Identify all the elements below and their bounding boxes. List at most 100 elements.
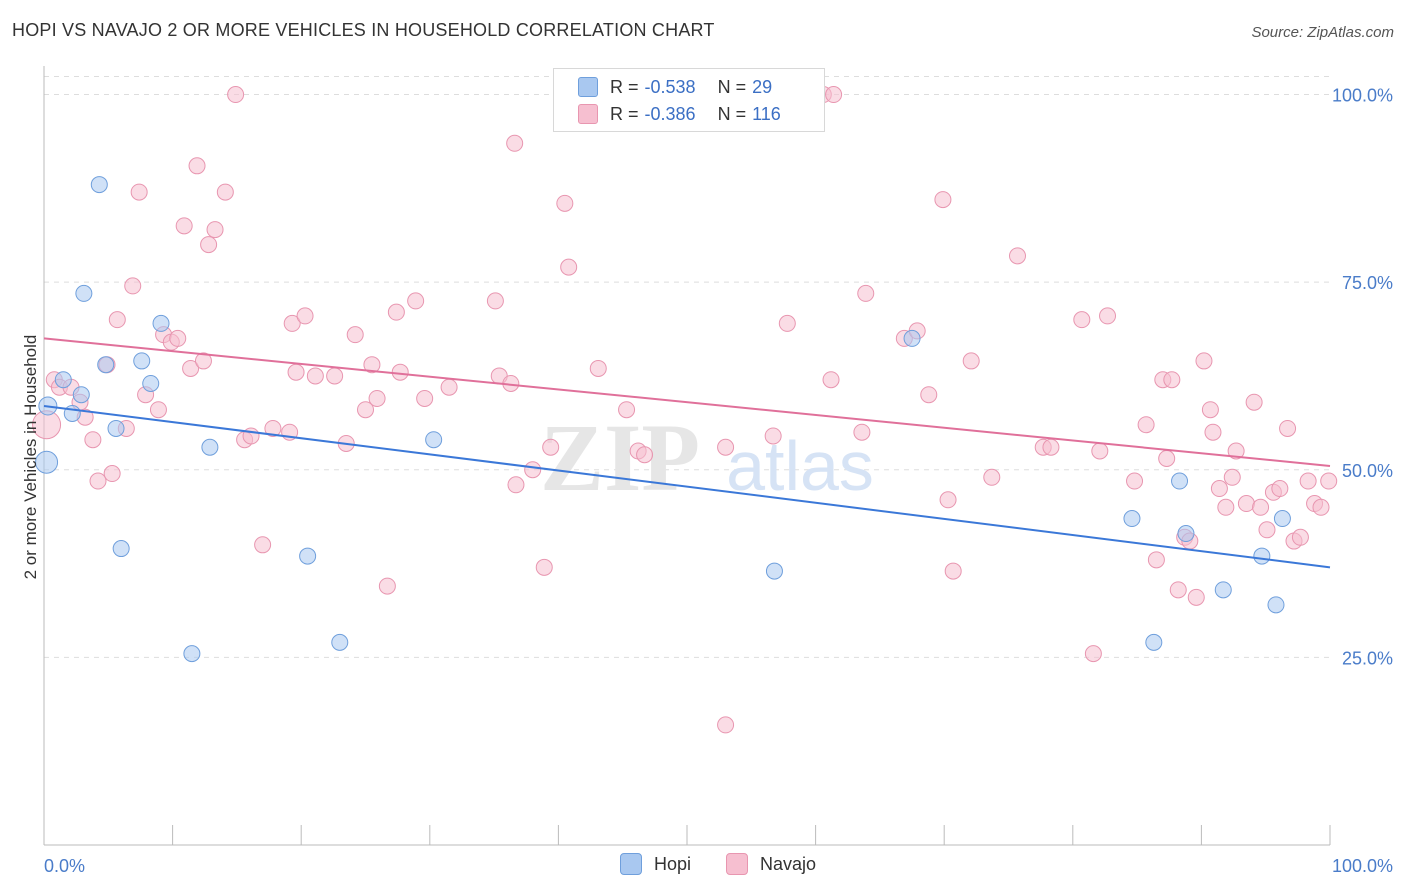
navajo-point-57 [560,258,578,276]
navajo-point-72 [920,386,938,404]
hopi-point-21 [1145,633,1163,651]
hopi-point-16 [331,633,349,651]
watermark: ZIP atlas [540,404,874,511]
navajo-point-82 [1084,645,1102,663]
navajo-point-75 [944,562,962,580]
navajo-point-90 [1163,371,1181,389]
trend-lines [43,337,1331,569]
x-tick-label-max: 100.0% [1332,856,1393,876]
navajo-point-64 [778,314,796,332]
hopi-point-10 [133,352,151,370]
navajo-point-94 [1187,588,1205,606]
navajo-point-55 [542,438,560,456]
hopi-point-13 [183,645,201,663]
navajo-point-23 [200,236,218,254]
navajo-point-89 [1158,450,1176,467]
hopi-point-24 [1214,581,1232,599]
navajo-point-81 [1073,311,1091,329]
navajo-point-85 [1126,472,1144,490]
navajo-point-111 [1299,472,1317,490]
watermark-atlas: atlas [726,427,874,505]
hopi-trend-line [43,404,1331,569]
navajo-legend-swatch [726,853,748,875]
navajo-point-68 [853,423,871,441]
hopi-point-6 [75,284,93,302]
hopi-point-22 [1171,472,1189,490]
hopi-point-19 [903,329,921,347]
hopi-series [35,176,1291,663]
navajo-point-43 [387,303,405,321]
navajo-series [32,86,1338,734]
y-tick-label-25: 25.0% [1342,648,1393,668]
bottom-legend-hopi: Hopi [620,852,691,876]
hopi-point-26 [1267,596,1285,614]
navajo-point-84 [1099,307,1117,325]
navajo-n-value: 116 [752,103,781,124]
navajo-point-107 [1271,480,1289,498]
y-tick-labels: 25.0% 50.0% 75.0% 100.0% [1332,86,1393,669]
navajo-trend-line [43,337,1331,467]
hopi-n-value: 29 [752,76,773,97]
navajo-point-77 [983,468,1001,486]
navajo-point-15 [149,401,167,419]
navajo-point-103 [1245,393,1263,411]
navajo-point-96 [1201,401,1219,419]
hopi-n-label: N = [717,76,747,97]
navajo-point-40 [363,356,381,374]
hopi-point-2 [54,371,72,389]
hopi-point-25 [1253,547,1271,565]
navajo-point-9 [103,465,121,483]
hopi-point-8 [107,419,125,437]
navajo-point-69 [857,284,875,302]
hopi-legend-label: Hopi [654,853,692,874]
navajo-point-63 [764,427,782,445]
hopi-point-23 [1177,525,1195,543]
navajo-point-26 [227,86,245,104]
navajo-point-104 [1252,498,1270,516]
navajo-point-13 [130,183,148,201]
navajo-point-108 [1279,419,1297,437]
y-tick-label-75: 75.0% [1342,273,1393,293]
navajo-point-87 [1147,551,1165,569]
navajo-point-12 [124,277,142,295]
hopi-point-5 [90,176,108,194]
navajo-n-label: N = [717,103,747,124]
navajo-point-80 [1042,438,1060,456]
hopi-point-17 [425,431,443,449]
navajo-point-46 [416,389,434,407]
hopi-legend-swatch [620,853,642,875]
navajo-point-30 [264,419,282,437]
navajo-point-7 [89,472,107,490]
navajo-point-41 [368,389,386,407]
navajo-point-48 [486,292,504,310]
navajo-point-38 [346,326,364,344]
navajo-point-39 [357,401,374,419]
navajo-swatch [578,104,598,124]
navajo-point-24 [206,221,224,239]
correlation-legend: R = -0.538 N = 29 R = -0.386 N = 116 [553,68,825,132]
navajo-point-52 [506,134,524,152]
hopi-point-7 [97,356,115,374]
navajo-point-91 [1169,581,1187,599]
hopi-point-0 [35,450,59,474]
navajo-point-56 [556,194,574,212]
navajo-legend-label: Navajo [760,853,817,874]
navajo-point-20 [182,359,200,377]
navajo-point-99 [1217,498,1235,516]
navajo-point-21 [188,157,206,175]
navajo-point-10 [108,311,126,329]
hopi-point-15 [299,547,317,565]
y-tick-label-100: 100.0% [1332,86,1393,106]
navajo-point-95 [1195,352,1213,370]
navajo-point-25 [216,183,234,201]
navajo-point-51 [507,476,525,494]
hopi-point-11 [142,374,160,392]
navajo-point-86 [1137,416,1155,434]
navajo-point-62 [717,438,735,456]
navajo-point-34 [296,307,314,325]
navajo-point-110 [1291,528,1309,546]
hopi-point-20 [1123,510,1141,528]
navajo-point-105 [1258,521,1276,539]
navajo-point-42 [378,577,396,595]
watermark-zip: ZIP [540,404,700,511]
